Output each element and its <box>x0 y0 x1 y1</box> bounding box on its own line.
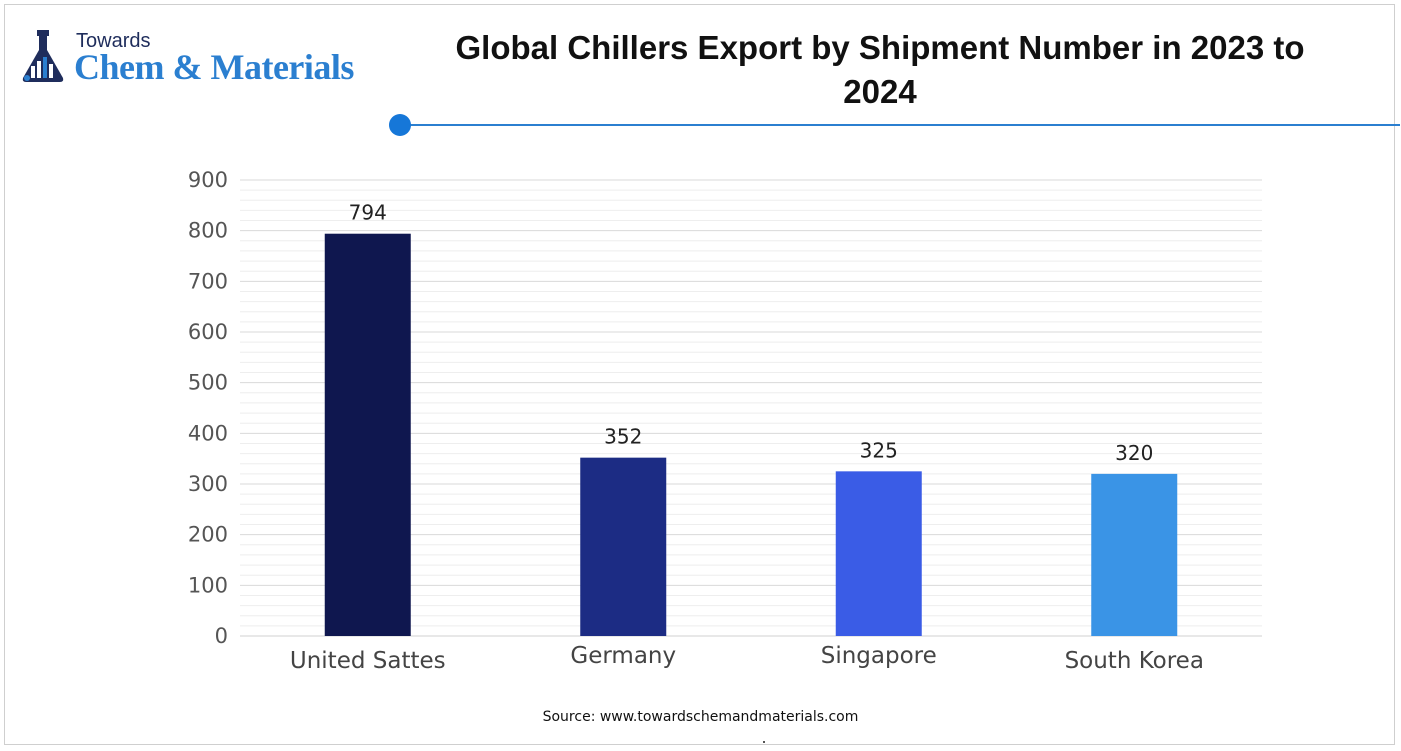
bar <box>580 457 667 636</box>
bar <box>324 233 411 636</box>
y-tick-label: 800 <box>188 219 228 243</box>
source-note: Source: www.towardschemandmaterials.com <box>542 709 859 725</box>
y-tick-label: 900 <box>188 168 228 192</box>
logo-top-text: Towards <box>76 30 151 52</box>
y-tick-label: 200 <box>188 523 228 547</box>
bar <box>835 471 922 636</box>
y-tick-label: 600 <box>188 320 228 344</box>
data-label: 794 <box>349 201 387 225</box>
title-divider-line <box>400 124 1400 126</box>
y-tick-label: 400 <box>188 421 228 445</box>
flask-chart-icon <box>22 30 64 82</box>
chart-frame <box>4 4 1395 745</box>
y-tick-label: 100 <box>188 573 228 597</box>
y-tick-label: 300 <box>188 472 228 496</box>
company-logo: Towards Chem & Materials <box>20 28 380 88</box>
data-label: 325 <box>860 438 898 462</box>
footer-dot <box>763 741 765 743</box>
title-divider-dot <box>389 114 411 136</box>
x-category-label: Germany <box>570 643 676 669</box>
x-category-label: Singapore <box>821 643 937 669</box>
y-tick-label: 0 <box>215 624 228 648</box>
x-category-label: United Sattes <box>290 648 446 674</box>
chart-title: Global Chillers Export by Shipment Numbe… <box>455 29 1305 110</box>
x-category-label: South Korea <box>1065 648 1204 674</box>
logo-main-text: Chem & Materials <box>74 47 354 87</box>
data-label: 352 <box>604 425 642 449</box>
y-tick-label: 500 <box>188 371 228 395</box>
data-label: 320 <box>1115 441 1153 465</box>
bar <box>1091 473 1178 636</box>
y-tick-label: 700 <box>188 269 228 293</box>
